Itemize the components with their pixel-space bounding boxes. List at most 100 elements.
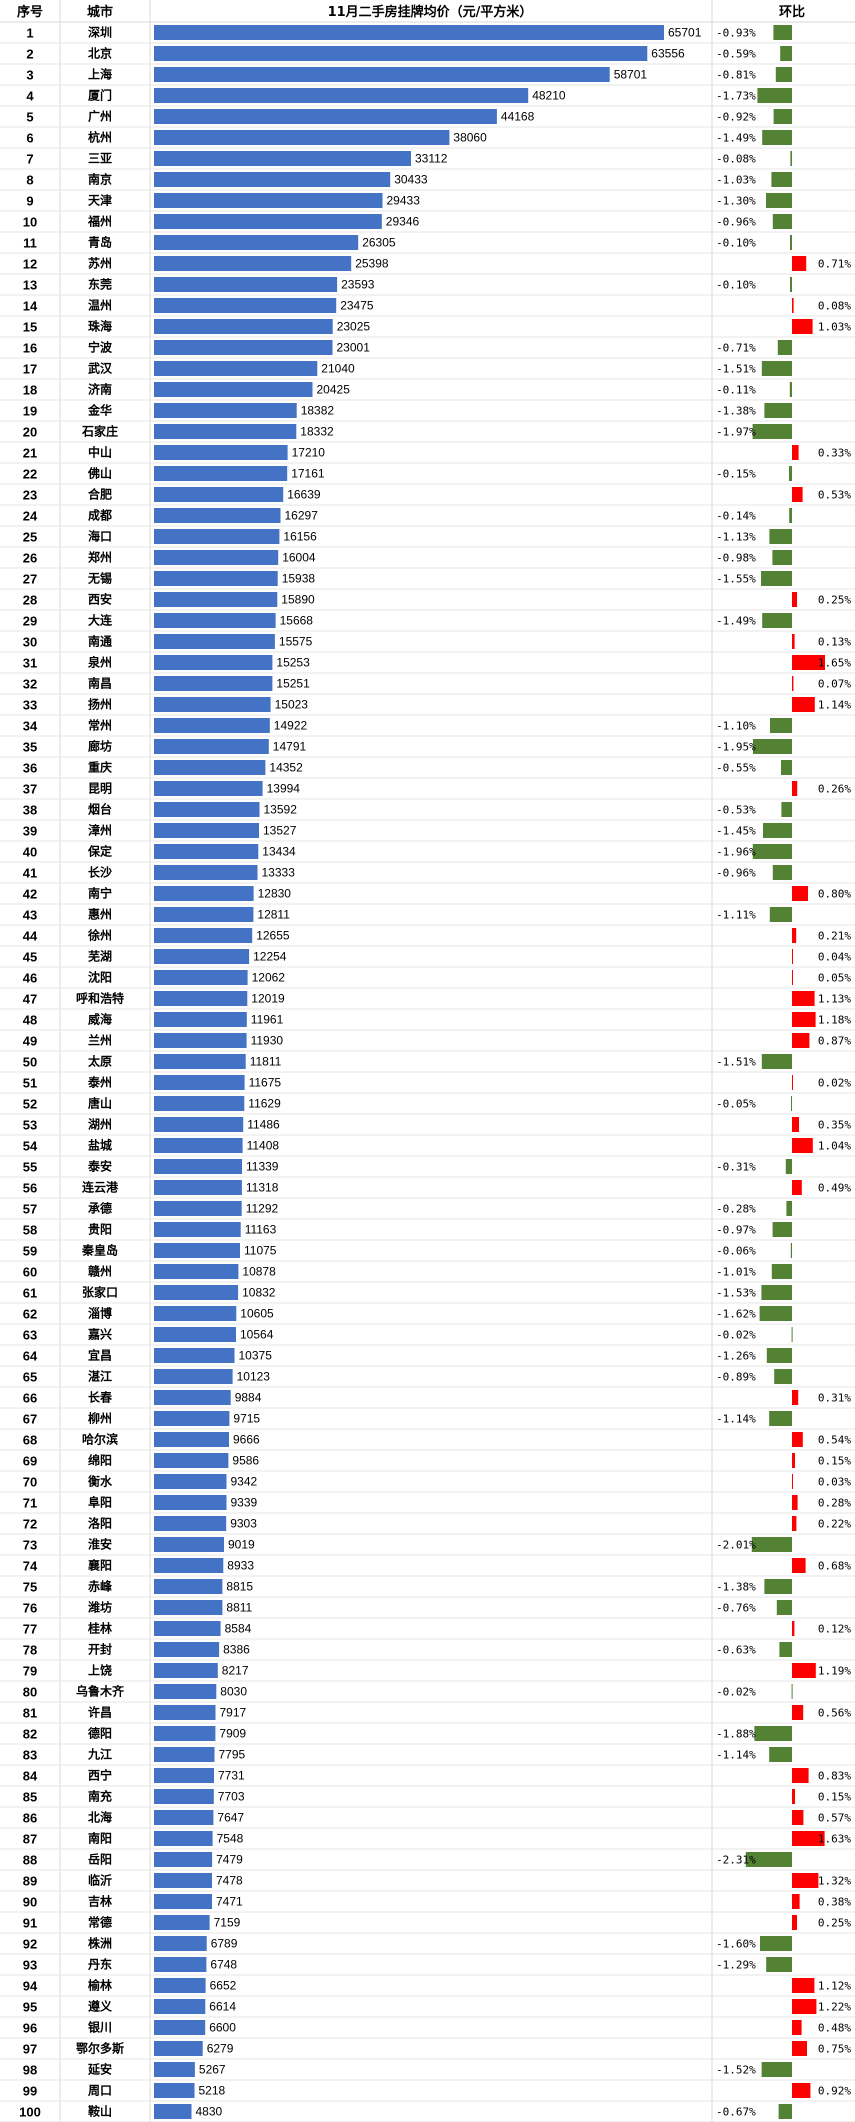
rank-cell: 7 [26, 152, 33, 167]
rank-cell: 30 [23, 635, 37, 650]
city-cell: 盐城 [88, 1138, 112, 1153]
change-bar [769, 529, 792, 544]
change-value: 0.25% [818, 1917, 851, 1930]
change-bar [790, 235, 792, 250]
price-bar [154, 1243, 240, 1258]
table-rows: 1 深圳 65701 -0.93%2 北京 63556 -0.59%3 上海 58701 -0.8… [0, 25, 855, 2122]
price-value: 7703 [218, 1790, 245, 1804]
change-bar [778, 2104, 792, 2119]
city-cell: 承德 [88, 1201, 112, 1216]
change-bar [779, 1642, 792, 1657]
price-bar [154, 46, 648, 61]
table-row: 29 大连 15668 -1.49% [0, 613, 855, 632]
change-bar [764, 1579, 792, 1594]
price-value: 8217 [222, 1664, 249, 1678]
rank-cell: 64 [23, 1349, 38, 1364]
table-row: 86 北海 7647 0.57% [0, 1810, 855, 1829]
table-row: 31 泉州 15253 1.65% [0, 655, 855, 674]
city-cell: 惠州 [88, 907, 112, 922]
change-value: -0.02% [716, 1329, 756, 1342]
change-value: 1.12% [818, 1980, 851, 1993]
change-value: 1.13% [818, 993, 851, 1006]
rank-cell: 69 [23, 1454, 37, 1469]
price-value: 63556 [651, 47, 685, 61]
change-bar [791, 1684, 793, 1699]
change-value: -1.38% [716, 1581, 756, 1594]
price-bar [154, 1978, 206, 1993]
city-cell: 开封 [88, 1642, 112, 1657]
table-row: 92 株洲 6789 -1.60% [0, 1936, 855, 1955]
price-value: 48210 [532, 89, 566, 103]
city-cell: 长春 [88, 1390, 113, 1405]
table-row: 87 南阳 7548 1.63% [0, 1831, 855, 1850]
table-row: 32 南昌 15251 0.07% [0, 676, 855, 695]
change-bar [792, 298, 794, 313]
price-bar [154, 676, 273, 691]
rank-cell: 1 [26, 26, 33, 41]
price-bar [154, 634, 275, 649]
change-value: -0.08% [716, 153, 756, 166]
city-cell: 郑州 [88, 550, 112, 565]
table-row: 71 阜阳 9339 0.28% [0, 1495, 855, 1514]
change-value: 1.04% [818, 1140, 851, 1153]
price-bar [154, 1201, 242, 1216]
price-value: 7471 [216, 1895, 243, 1909]
change-bar [761, 1285, 792, 1300]
table-row: 13 东莞 23593 -0.10% [0, 277, 855, 296]
city-cell: 株洲 [88, 1936, 112, 1951]
change-bar [792, 445, 799, 460]
city-cell: 赣州 [88, 1264, 112, 1279]
price-value: 9715 [233, 1412, 260, 1426]
change-bar [792, 1390, 799, 1405]
price-bar [154, 1411, 230, 1426]
rank-cell: 5 [26, 110, 33, 125]
table-row: 38 烟台 13592 -0.53% [0, 802, 855, 821]
city-cell: 宁波 [88, 340, 113, 355]
change-bar [792, 1663, 816, 1678]
rank-cell: 9 [26, 194, 33, 209]
price-value: 7647 [217, 1811, 244, 1825]
table-row: 41 长沙 13333 -0.96% [0, 865, 855, 884]
city-cell: 丹东 [88, 1957, 112, 1972]
price-bar [154, 529, 280, 544]
rank-cell: 85 [23, 1790, 37, 1805]
change-bar [792, 1453, 795, 1468]
city-cell: 南充 [88, 1789, 112, 1804]
city-cell: 扬州 [88, 697, 112, 712]
price-value: 12811 [257, 908, 290, 922]
city-cell: 南昌 [88, 676, 112, 691]
price-bar [154, 1537, 224, 1552]
rank-cell: 90 [23, 1895, 37, 1910]
table-row: 9 天津 29433 -1.30% [0, 193, 855, 212]
city-cell: 乌鲁木齐 [76, 1684, 125, 1699]
table-row: 96 银川 6600 0.48% [0, 2020, 855, 2039]
table-row: 19 金华 18382 -1.38% [0, 403, 855, 422]
rank-cell: 47 [23, 992, 37, 1007]
change-value: 0.05% [818, 972, 851, 985]
header-city: 城市 [87, 4, 113, 20]
change-bar [790, 1243, 792, 1258]
price-value: 20425 [317, 383, 351, 397]
change-value: 0.15% [818, 1455, 851, 1468]
price-bar [154, 1033, 247, 1048]
table-row: 69 绵阳 9586 0.15% [0, 1453, 855, 1472]
rank-cell: 77 [23, 1622, 37, 1637]
price-value: 15890 [281, 593, 315, 607]
price-value: 9019 [228, 1538, 255, 1552]
change-bar [773, 25, 792, 40]
price-value: 11163 [245, 1223, 277, 1237]
rank-cell: 92 [23, 1937, 37, 1952]
city-cell: 潍坊 [87, 1600, 112, 1615]
change-value: -1.60% [716, 1938, 756, 1951]
change-value: 0.28% [818, 1497, 851, 1510]
rank-cell: 97 [23, 2042, 37, 2057]
rank-cell: 71 [23, 1496, 37, 1511]
price-value: 5267 [199, 2063, 226, 2077]
price-bar [154, 88, 529, 103]
table-row: 14 温州 23475 0.08% [0, 298, 855, 317]
city-cell: 重庆 [88, 760, 112, 775]
city-cell: 西宁 [88, 1768, 112, 1783]
city-cell: 合肥 [88, 487, 112, 502]
price-value: 18382 [301, 404, 335, 418]
price-bar [154, 592, 278, 607]
